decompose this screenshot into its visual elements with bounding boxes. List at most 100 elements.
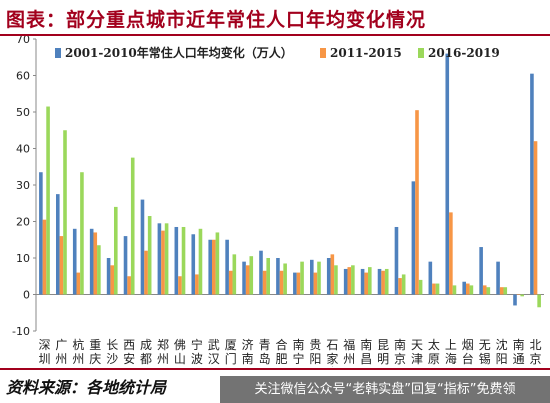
x-tick-label: 成都 — [140, 338, 152, 366]
bar — [114, 206, 118, 295]
bar — [174, 226, 179, 295]
y-tick-label: 20 — [16, 216, 30, 229]
bar — [445, 53, 450, 295]
bar — [415, 110, 419, 295]
bar — [513, 294, 517, 306]
bar — [89, 228, 94, 295]
footer-divider — [0, 368, 550, 370]
chart-title: 图表：部分重点城市近年常住人口年均变化情况 — [6, 9, 427, 31]
x-tick-label: 南京 — [394, 337, 406, 366]
bar — [242, 261, 246, 295]
bar — [262, 270, 267, 295]
bar — [360, 268, 365, 295]
bar — [76, 272, 81, 295]
x-tick-label: 贵阳 — [309, 338, 321, 366]
x-tick-label: 沈阳 — [496, 337, 508, 366]
title-bar: 图表：部分重点城市近年常住人口年均变化情况 — [0, 0, 550, 35]
bar — [347, 267, 352, 295]
watermark-banner: 关注微信公众号“老韩实盘”回复“指标”免费领 — [220, 376, 550, 403]
bar — [381, 270, 385, 295]
bar — [279, 270, 284, 295]
x-tick-label: 福州 — [343, 337, 355, 366]
y-tick-label: 40 — [16, 143, 30, 156]
bar — [449, 212, 453, 295]
bar — [300, 261, 304, 295]
bar — [432, 283, 436, 295]
bar — [198, 228, 203, 295]
bar — [161, 230, 165, 295]
bar — [140, 199, 145, 295]
legend-swatch — [55, 48, 61, 58]
x-tick-label: 武汉 — [208, 338, 220, 366]
y-tick-label: 70 — [16, 36, 30, 46]
x-tick-label: 佛山 — [174, 338, 186, 366]
bar — [106, 258, 111, 295]
bar — [435, 283, 440, 295]
x-tick-label: 天津 — [411, 338, 423, 366]
bar — [343, 268, 348, 295]
bar — [245, 265, 250, 295]
bar — [147, 216, 152, 295]
bar — [127, 276, 131, 295]
y-tick-label: 10 — [16, 252, 30, 265]
bar — [249, 256, 254, 295]
x-tick-label: 昆明 — [377, 338, 389, 366]
bar — [228, 270, 233, 295]
bar — [164, 223, 169, 295]
bar — [516, 294, 521, 295]
bar — [466, 283, 470, 295]
x-tick-label: 太原 — [428, 337, 440, 366]
bar — [63, 130, 67, 295]
bar — [326, 258, 331, 295]
x-tick-label: 宁波 — [191, 337, 203, 366]
x-tick-label: 无锡 — [479, 338, 491, 366]
bar — [39, 172, 43, 295]
legend-label: 2011-2015 — [330, 46, 402, 60]
x-tick-label: 厦门 — [225, 338, 237, 366]
x-tick-label: 上海 — [445, 338, 457, 366]
bar — [384, 268, 389, 295]
bar — [520, 294, 524, 297]
bar — [317, 261, 321, 295]
bar — [178, 276, 182, 295]
y-tick-label: 30 — [16, 179, 30, 192]
bar — [486, 287, 491, 295]
bar — [428, 261, 433, 295]
legend-swatch — [320, 48, 326, 58]
x-tick-label: 杭州 — [72, 337, 84, 366]
bar — [411, 181, 416, 295]
y-tick-label: -10 — [12, 325, 30, 338]
legend-label: 2001-2010年常住人口年均变化（万人） — [65, 45, 293, 60]
bar — [283, 263, 287, 295]
bar — [266, 258, 270, 295]
bar — [130, 157, 135, 295]
bar — [56, 194, 60, 295]
bar — [330, 254, 335, 295]
x-tick-label: 合肥 — [276, 337, 288, 366]
bar — [123, 236, 128, 295]
x-tick-label: 北京 — [530, 338, 542, 366]
bar — [418, 279, 423, 295]
bar — [72, 228, 77, 295]
bar — [364, 272, 368, 295]
x-tick-label: 青岛 — [259, 338, 271, 366]
x-tick-label: 重庆 — [89, 338, 101, 366]
bar — [503, 287, 508, 295]
legend-label: 2016-2019 — [428, 46, 500, 60]
bar — [401, 274, 406, 295]
x-tick-label: 济南 — [242, 337, 254, 366]
bar — [537, 294, 541, 308]
bar — [398, 278, 402, 295]
bar — [59, 236, 64, 295]
x-tick-label: 南宁 — [292, 337, 304, 366]
legend-swatch — [418, 48, 424, 58]
y-tick-label: 60 — [16, 70, 30, 83]
bar — [46, 106, 50, 295]
x-tick-label: 南通 — [513, 337, 525, 366]
x-tick-label: 石家庄 — [326, 338, 338, 367]
bar — [469, 285, 474, 295]
bar — [351, 265, 355, 295]
bar — [499, 287, 504, 295]
bar-chart: -10 0 10 20 30 40 50 60 70 深圳广州杭州重庆长沙西安成都郑州佛山宁波武汉… — [12, 36, 544, 367]
bar — [195, 274, 199, 295]
